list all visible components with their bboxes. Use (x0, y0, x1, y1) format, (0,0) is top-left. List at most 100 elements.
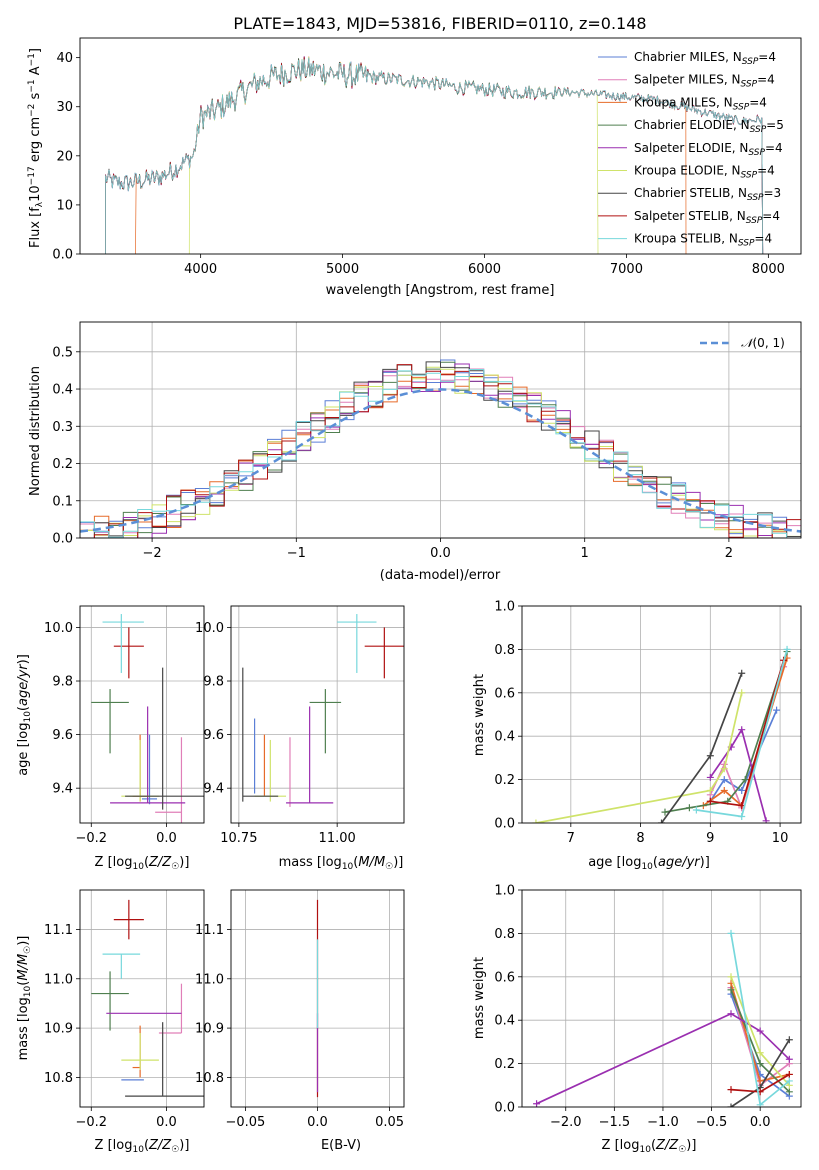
weight-marker (692, 806, 700, 814)
y-tick-label: 11.0 (44, 972, 73, 987)
svg-text:𝒩(0, 1): 𝒩(0, 1) (741, 336, 785, 350)
weight-marker (720, 765, 728, 773)
axes-frame (230, 605, 405, 824)
y-tick-label: 0.2 (494, 1057, 515, 1072)
weight-marker (738, 689, 746, 697)
spectrum-line-6 (188, 56, 599, 254)
axis-label-residuals-x: (data-model)/error (380, 568, 501, 583)
legend-entry: Chabrier STELIB, NSSP=3 (634, 186, 781, 203)
x-tick-label: −2 (143, 546, 162, 561)
plot-age-vs-z: −0.2 0.0 9.4 9.6 9.8 10.0 (44, 605, 205, 846)
y-tick-label: 9.4 (203, 782, 224, 797)
weight-series-4 (664, 651, 788, 813)
weight-marker (738, 669, 746, 677)
axes-frame (79, 889, 205, 1108)
legend-entry: Kroupa ELODIE, NSSP=4 (634, 164, 775, 181)
y-tick-label: 10.0 (44, 621, 73, 636)
errorbar-point-6 (254, 739, 287, 802)
svg-text:mass [log10(M/M☉)]: mass [log10(M/M☉)] (16, 936, 33, 1061)
x-tick-label: 0.0 (750, 1115, 771, 1130)
y-tick-label: 0.5 (52, 345, 73, 360)
x-tick-label: 8000 (752, 262, 785, 277)
y-tick-label: 0.4 (494, 730, 515, 745)
figure-title: PLATE=1843, MJD=53816, FIBERID=0110, z=0… (233, 14, 646, 33)
plot-spectrum: 4000 5000 6000 7000 8000 0.0 10 20 30 40 Chabrier … (52, 37, 802, 277)
svg-text:Z [log10(Z/Z☉)]: Z [log10(Z/Z☉)] (602, 1138, 697, 1155)
y-tick-label: 10 (56, 198, 73, 213)
weight-series-6 (535, 692, 743, 823)
y-tick-label: 11.1 (44, 923, 73, 938)
weight-marker (756, 1060, 764, 1068)
errorbar-point-2 (155, 737, 183, 823)
weight-marker (785, 1055, 793, 1063)
x-tick-label: 6000 (468, 262, 501, 277)
weight-marker (658, 819, 665, 823)
x-tick-label: 4000 (184, 262, 217, 277)
y-tick-label: 9.6 (52, 728, 73, 743)
weight-marker (727, 1103, 735, 1107)
weight-marker (727, 973, 735, 981)
x-tick-label: 0.0 (156, 1115, 177, 1130)
histogram-6 (80, 366, 801, 538)
plot-weight-vs-z: −2.0 −1.5 −1.0 −0.5 0.0 0.0 0.2 0.4 0.6 0.8 1.0 (494, 884, 802, 1130)
spectrum-line-9 (105, 57, 764, 254)
weight-series-5 (709, 727, 767, 822)
errorbar-point-8 (113, 899, 144, 940)
y-tick-label: 9.6 (203, 728, 224, 743)
legend-entry: Chabrier MILES, NSSP=4 (634, 50, 776, 67)
svg-text:age [log10(age/yr)]: age [log10(age/yr)] (16, 654, 33, 776)
weight-marker (532, 819, 540, 823)
y-tick-label: 0.6 (494, 970, 515, 985)
axis-label-spectrum-y: Flux [fλ10−17 erg cm−2 s−1 A−1] (27, 48, 45, 248)
weight-marker (706, 773, 714, 781)
errorbar-point-7 (125, 667, 204, 810)
axis-label-mass-vs-z-x: Z [log10(Z/Z☉)] (95, 1138, 190, 1155)
x-tick-label: 0.0 (156, 831, 177, 846)
plot-area-weight-vs-z (533, 929, 793, 1107)
axes-frame (521, 605, 802, 824)
plot-age-vs-mass: 10.75 11.00 9.4 9.6 9.8 10.0 (195, 605, 405, 846)
weight-marker (706, 797, 714, 805)
plot-residuals: −2 −1 0.0 1 2 0.0 0.1 0.2 0.3 0.4 0.5 (52, 321, 802, 561)
axis-label-weight-vs-z-y: mass weight (472, 957, 487, 1039)
x-tick-label: −0.05 (225, 1115, 265, 1130)
weight-marker (756, 1077, 764, 1085)
weight-marker (785, 1070, 793, 1078)
svg-text:mass [log10(M/M☉)]: mass [log10(M/M☉)] (279, 855, 404, 872)
y-tick-label: 0.2 (494, 773, 515, 788)
legend-entry: Salpeter MILES, NSSP=4 (634, 73, 775, 90)
weight-marker (720, 786, 728, 794)
weight-marker (756, 1101, 764, 1107)
x-tick-label: 0.0 (307, 1115, 328, 1130)
weight-marker (773, 706, 781, 714)
weight-marker (685, 804, 693, 812)
x-tick-label: 9 (706, 831, 714, 846)
axis-label-weight-vs-age-x: age [log10(age/yr)] (588, 855, 710, 872)
legend-entry: Kroupa STELIB, NSSP=4 (634, 232, 772, 249)
x-tick-label: 0.0 (430, 546, 451, 561)
errorbar-point-5 (286, 706, 334, 804)
axis-label-weight-vs-z-x: Z [log10(Z/Z☉)] (602, 1138, 697, 1155)
errorbar-point-9 (102, 953, 141, 979)
axes-frame (521, 889, 802, 1108)
weight-marker (785, 1088, 793, 1096)
x-tick-label: 11.00 (319, 831, 356, 846)
errorbar-point-4 (91, 971, 129, 1031)
weight-marker (727, 1010, 735, 1018)
weight-marker (727, 929, 735, 937)
weight-marker (727, 986, 735, 994)
legend-entry: Chabrier ELODIE, NSSP=5 (634, 118, 784, 135)
y-tick-label: 9.4 (52, 782, 73, 797)
y-tick-label: 1.0 (494, 600, 515, 615)
x-tick-label: −1.5 (599, 1115, 631, 1130)
errorbar-point-8 (364, 627, 404, 679)
x-tick-label: 8 (636, 831, 644, 846)
weight-marker (741, 776, 749, 784)
y-tick-label: 20 (56, 149, 73, 164)
y-tick-label: 10.9 (44, 1022, 73, 1037)
y-tick-label: 0.8 (494, 927, 515, 942)
weight-marker (785, 1036, 793, 1044)
errorbar-point-6 (121, 1033, 159, 1071)
errorbar-point-8 (113, 627, 144, 679)
